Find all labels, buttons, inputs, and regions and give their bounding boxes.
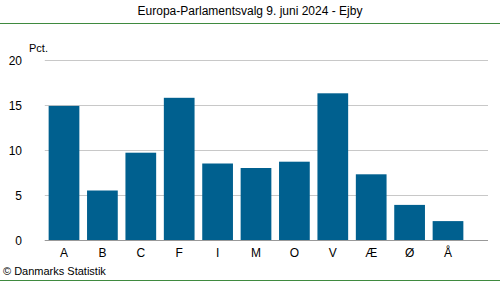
y-tick-label: 5 — [15, 189, 22, 203]
chart-container: Europa-Parlamentsvalg 9. juni 2024 - Ejb… — [0, 0, 500, 282]
y-axis-label: Pct. — [29, 42, 48, 54]
x-tick-label: Ø — [405, 246, 414, 260]
header-rule — [0, 23, 500, 24]
x-tick-label: M — [251, 246, 261, 260]
x-tick-label: Å — [444, 245, 452, 260]
bar — [49, 106, 80, 240]
grid-line — [45, 240, 488, 241]
x-tick-label: F — [176, 246, 183, 260]
bar — [317, 93, 348, 240]
bar — [356, 174, 387, 240]
bar — [241, 168, 272, 240]
bar — [394, 205, 425, 240]
x-tick-label: V — [329, 246, 337, 260]
bar — [202, 164, 233, 241]
bar — [125, 153, 156, 240]
bar — [87, 191, 118, 241]
grid-line — [45, 60, 488, 61]
y-tick-label: 20 — [9, 54, 23, 68]
bar — [279, 162, 310, 240]
grid-line — [45, 105, 488, 106]
y-tick-label: 15 — [9, 99, 23, 113]
chart-svg: Europa-Parlamentsvalg 9. juni 2024 - Ejb… — [0, 0, 500, 282]
x-tick-label: A — [60, 246, 68, 260]
grid-line — [45, 150, 488, 151]
x-tick-label: O — [290, 246, 299, 260]
bar — [433, 221, 464, 240]
footer-rule — [0, 280, 500, 281]
title: Europa-Parlamentsvalg 9. juni 2024 - Ejb… — [138, 4, 363, 18]
bars — [49, 93, 464, 240]
x-tick-label: I — [216, 246, 219, 260]
x-tick-label: Æ — [365, 246, 377, 260]
x-tick-label: B — [98, 246, 106, 260]
bar — [164, 98, 195, 240]
y-tick-label: 10 — [9, 144, 23, 158]
x-axis-line — [45, 240, 488, 241]
source: © Danmarks Statistik — [3, 265, 106, 277]
y-tick-label: 0 — [15, 234, 22, 248]
x-tick-label: C — [136, 246, 145, 260]
